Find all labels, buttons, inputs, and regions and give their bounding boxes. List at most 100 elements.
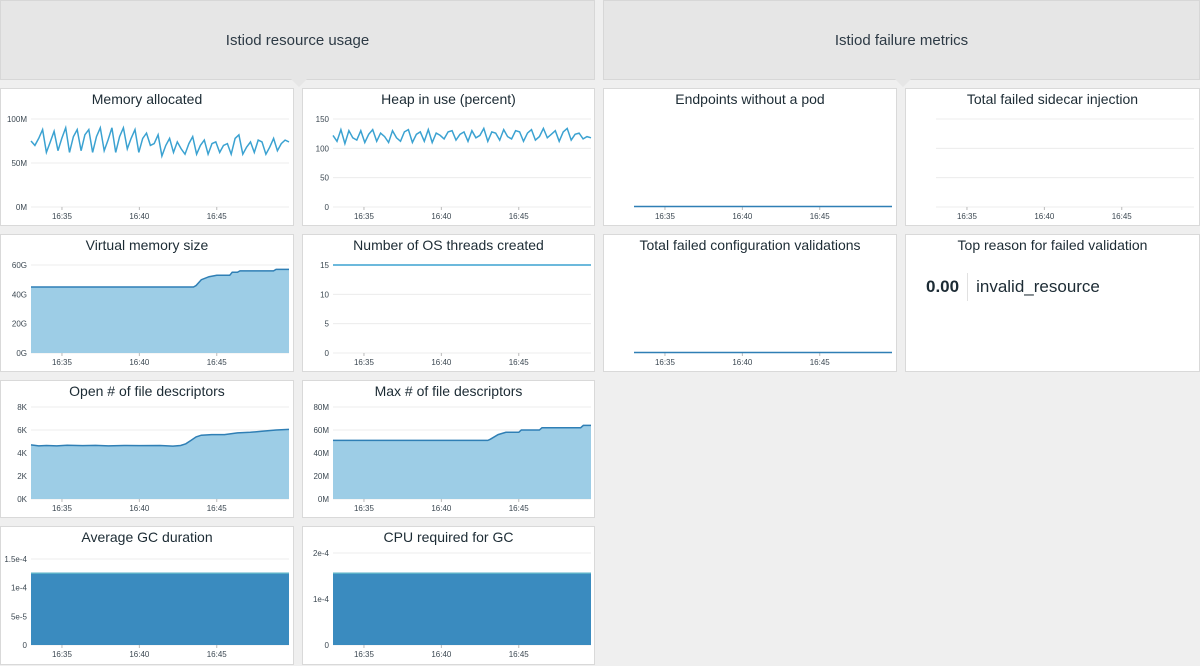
y-tick-label: 1.5e-4 [4,555,27,564]
y-tick-label: 4K [17,449,27,458]
x-tick-label: 16:35 [354,358,375,367]
widget-title: Top reason for failed validation [957,237,1148,253]
widget-title: CPU required for GC [383,529,514,545]
widget-open-file-descriptors[interactable]: Open # of file descriptors 8K 6K 4K 2K 0K 16:… [0,380,294,518]
x-tick-label: 16:40 [129,212,150,221]
y-tick-label: 50M [11,159,27,168]
widget-title: Open # of file descriptors [69,383,225,399]
y-tick-label: 0 [325,641,330,650]
memory-allocated-chart: 100M 50M 0M 16:35 16:40 16:45 [7,115,290,221]
failed-sidecar-injection-chart: 16:35 16:40 16:45 [936,118,1194,221]
y-tick-label: 40M [313,449,329,458]
y-tick-label: 5 [325,320,330,329]
group-title-resource-usage: Istiod resource usage [225,31,370,49]
x-tick-label: 16:35 [52,504,73,513]
toplist-value: 0.00 [926,277,960,296]
group-title-failure-metrics: Istiod failure metrics [834,31,969,49]
y-tick-label: 60G [12,261,27,270]
avg-gc-duration-chart: 1.5e-4 1e-4 5e-5 0 16:35 16:40 16:45 [4,555,289,659]
x-tick-label: 16:45 [509,504,530,513]
x-tick-label: 16:40 [431,504,452,513]
widget-heap-in-use[interactable]: Heap in use (percent) 150 100 50 0 16:35 16:4… [302,88,595,226]
x-tick-label: 16:35 [354,212,375,221]
y-tick-label: 0M [318,495,329,504]
y-tick-label: 0G [16,349,27,358]
y-tick-label: 2e-4 [313,549,330,558]
widget-failed-config-validations[interactable]: Total failed configuration validations 1… [603,234,897,372]
y-tick-label: 0 [23,641,28,650]
y-tick-label: 2K [17,472,27,481]
y-tick-label: 1e-4 [11,584,28,593]
x-tick-label: 16:40 [732,358,753,367]
y-tick-label: 0K [17,495,27,504]
widget-title: Total failed configuration validations [639,237,861,253]
widget-virtual-memory-size[interactable]: Virtual memory size 60G 40G 20G 0G 16:35 16:4… [0,234,294,372]
x-tick-label: 16:45 [207,504,228,513]
widget-memory-allocated[interactable]: Memory allocated 100M 50M 0M 16:35 16:40 16:4… [0,88,294,226]
x-tick-label: 16:35 [52,650,73,659]
series-line [30,124,290,159]
toplist-label: invalid_resource [976,277,1100,296]
x-tick-label: 16:45 [810,358,831,367]
widget-max-file-descriptors[interactable]: Max # of file descriptors 80M 60M 40M 20M 0M… [302,380,595,518]
series-area [333,425,591,499]
series-area [31,269,289,353]
x-tick-label: 16:35 [52,212,73,221]
x-tick-label: 16:40 [431,212,452,221]
widget-title: Heap in use (percent) [381,91,516,107]
y-tick-label: 0M [16,203,27,212]
widget-top-failed-validation[interactable]: Top reason for failed validation 0.00 in… [905,234,1200,372]
x-tick-label: 16:35 [957,212,978,221]
widget-endpoints-without-pod[interactable]: Endpoints without a pod 16:35 16:40 16:45 [603,88,897,226]
x-tick-label: 16:40 [431,650,452,659]
y-tick-label: 40G [12,290,27,299]
x-tick-label: 16:40 [732,212,753,221]
y-tick-label: 20M [313,472,329,481]
x-tick-label: 16:45 [207,358,228,367]
virtual-memory-size-chart: 60G 40G 20G 0G 16:35 16:40 16:45 [12,261,289,367]
y-tick-label: 20G [12,320,27,329]
x-tick-label: 16:40 [129,358,150,367]
endpoints-without-pod-chart: 16:35 16:40 16:45 [634,205,892,221]
os-threads-created-chart: 15 10 5 0 16:35 16:40 16:45 [320,261,591,367]
y-tick-label: 50 [320,174,329,183]
series-line [31,268,289,288]
widget-title: Memory allocated [91,91,203,107]
failed-config-validations-chart: 16:35 16:40 16:45 [634,351,892,367]
widget-title: Total failed sidecar injection [966,91,1139,107]
widget-title: Virtual memory size [85,237,209,253]
y-tick-label: 100 [316,144,330,153]
toplist-divider [967,273,969,301]
widget-os-threads-created[interactable]: Number of OS threads created 15 10 5 0 16:35… [302,234,595,372]
y-tick-label: 100M [7,115,27,124]
heap-in-use-chart: 150 100 50 0 16:35 16:40 16:45 [316,115,592,221]
x-tick-label: 16:45 [810,212,831,221]
widget-title: Average GC duration [81,529,213,545]
x-tick-label: 16:40 [1034,212,1055,221]
y-tick-label: 0 [325,203,330,212]
max-file-descriptors-chart: 80M 60M 40M 20M 0M 16:35 16:40 16:45 [313,403,591,513]
group-header-resource-usage[interactable]: Istiod resource usage [0,0,595,87]
widget-cpu-required-gc[interactable]: CPU required for GC 2e-4 1e-4 0 16:35 16:40 1… [302,526,595,665]
x-tick-label: 16:35 [354,650,375,659]
x-tick-label: 16:35 [655,358,676,367]
series-area [31,429,289,499]
widget-avg-gc-duration[interactable]: Average GC duration 1.5e-4 1e-4 5e-5 0 16:35… [0,526,294,665]
widget-title: Endpoints without a pod [675,91,825,107]
widget-title: Max # of file descriptors [374,383,523,399]
y-tick-label: 1e-4 [313,595,330,604]
widget-failed-sidecar-injection[interactable]: Total failed sidecar injection 16:35 16:4… [905,88,1200,226]
group-header-failure-metrics[interactable]: Istiod failure metrics [603,0,1200,87]
series-line [332,126,592,147]
x-tick-label: 16:45 [207,650,228,659]
x-tick-label: 16:45 [509,650,530,659]
toplist-row[interactable]: 0.00 invalid_resource [926,273,1100,301]
x-tick-label: 16:35 [52,358,73,367]
y-tick-label: 0 [325,349,330,358]
x-tick-label: 16:40 [431,358,452,367]
series-area [31,573,289,645]
y-tick-label: 15 [320,261,329,270]
x-tick-label: 16:45 [509,212,530,221]
y-tick-label: 5e-5 [11,612,28,621]
series-line [30,428,290,447]
